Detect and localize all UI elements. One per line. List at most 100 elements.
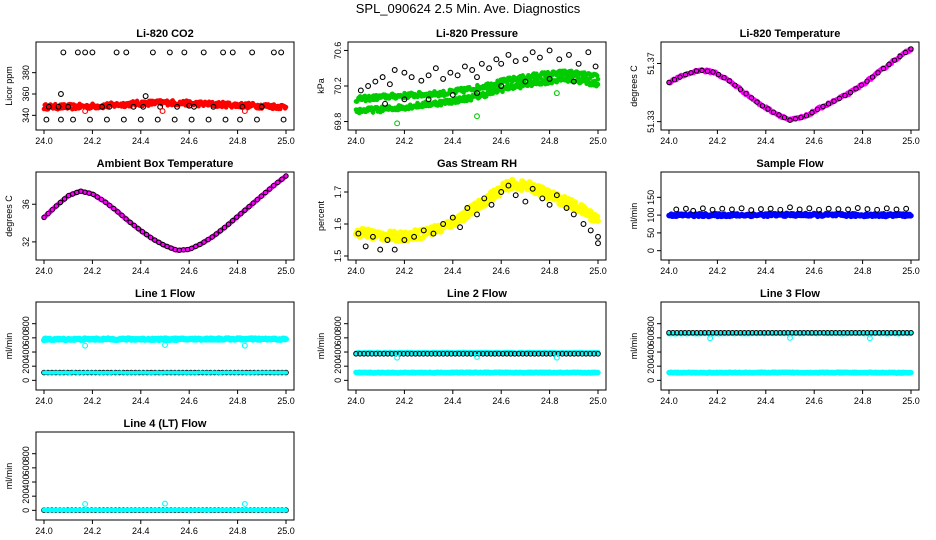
data-point [866, 335, 873, 342]
series-rh-band [352, 176, 602, 244]
x-tick-label: 25.0 [589, 266, 607, 276]
x-tick-label: 24.8 [854, 266, 872, 276]
plot-frame [347, 171, 607, 261]
x-tick-label: 24.2 [396, 266, 414, 276]
x-tick-label: 24.0 [347, 396, 365, 406]
data-point [908, 212, 914, 219]
y-tick-label: 0 [646, 378, 656, 383]
data-point [595, 369, 601, 376]
data-point [595, 76, 601, 82]
y-tick-label: 600 [21, 330, 31, 345]
x-tick-label: 25.0 [902, 266, 920, 276]
data-point [82, 108, 89, 115]
data-point [522, 198, 529, 205]
y-tick-label: 1.7 [333, 186, 343, 199]
data-point [229, 49, 236, 56]
data-point [157, 103, 164, 110]
x-tick-label: 24.6 [492, 136, 510, 146]
y-axis-label: ml/min [629, 203, 639, 230]
x-tick-label: 24.0 [660, 396, 678, 406]
data-point [569, 74, 575, 80]
y-tick-label: 100 [646, 208, 656, 223]
data-point [282, 336, 289, 343]
chart-title: Line 2 Flow [447, 288, 507, 300]
y-tick-label: 400 [21, 345, 31, 360]
data-point [536, 54, 543, 61]
x-tick-label: 24.6 [180, 136, 198, 146]
y-tick-label: 0 [21, 508, 31, 513]
x-tick-label: 25.0 [902, 396, 920, 406]
chart-line4: Line 4 (LT) Flow ml/min 24.0 24.2 24.4 24.6 24… [4, 418, 295, 536]
y-tick-label: 380 [21, 65, 31, 80]
y-tick-label: 0 [646, 248, 656, 253]
data-point [241, 501, 248, 507]
y-tick-label: 600 [333, 330, 343, 345]
data-point [57, 116, 64, 123]
y-tick-label: 360 [21, 86, 31, 101]
data-point [258, 103, 265, 110]
data-point [512, 58, 519, 65]
data-point [699, 205, 706, 212]
y-axis-label: ml/min [4, 463, 14, 490]
data-point [546, 47, 553, 54]
x-tick-label: 24.8 [229, 266, 247, 276]
x-tick-label: 24.6 [805, 396, 823, 406]
data-point [707, 335, 714, 342]
data-point [372, 78, 379, 85]
data-point [529, 49, 536, 56]
x-tick-label: 24.8 [541, 396, 559, 406]
y-tick-label: 340 [21, 108, 31, 123]
data-point [60, 49, 67, 56]
data-point [522, 56, 529, 63]
data-point [200, 49, 207, 56]
data-point [171, 116, 178, 123]
x-tick-label: 24.6 [492, 266, 510, 276]
data-point [55, 103, 62, 110]
data-point [432, 65, 439, 72]
data-point [546, 201, 553, 208]
y-tick-label: 600 [21, 460, 31, 475]
data-point [486, 65, 493, 72]
data-point [174, 103, 181, 110]
x-tick-label: 24.4 [757, 396, 775, 406]
data-point [394, 120, 401, 127]
data-point [210, 103, 217, 110]
data-point [239, 103, 246, 110]
y-axis-label: degrees C [629, 65, 639, 107]
data-point [270, 49, 277, 56]
y-tick-label: 51.37 [646, 52, 656, 75]
y-axis-label: kPa [316, 78, 326, 94]
data-point [447, 69, 454, 76]
data-point [99, 103, 106, 110]
data-point [575, 60, 582, 67]
data-point [181, 49, 188, 56]
chart-title: Gas Stream RH [437, 158, 517, 170]
data-point [362, 243, 369, 250]
data-point [883, 205, 890, 212]
data-point [854, 205, 861, 211]
data-point [149, 49, 156, 56]
data-point [738, 205, 745, 212]
data-point [478, 60, 485, 67]
y-axis-label: Licor ppm [4, 66, 14, 106]
x-tick-label: 24.0 [35, 526, 53, 536]
chart-title: Line 1 Flow [135, 288, 195, 300]
data-point [767, 205, 774, 212]
x-tick-label: 24.8 [541, 136, 559, 146]
x-tick-label: 24.0 [35, 396, 53, 406]
series-line1-high [41, 335, 289, 344]
x-tick-label: 24.0 [35, 136, 53, 146]
y-axis-label: ml/min [4, 333, 14, 360]
data-point [498, 60, 505, 67]
data-point [82, 49, 89, 56]
data-point [103, 116, 110, 123]
data-point [845, 206, 852, 213]
data-point [505, 51, 512, 58]
x-tick-label: 24.8 [854, 396, 872, 406]
chart-title: Li-820 Pressure [436, 28, 518, 40]
data-point [595, 233, 601, 240]
data-point [130, 103, 137, 110]
x-tick-label: 24.4 [132, 526, 150, 536]
chart-title: Li-820 Temperature [740, 28, 841, 40]
data-point [728, 206, 735, 213]
